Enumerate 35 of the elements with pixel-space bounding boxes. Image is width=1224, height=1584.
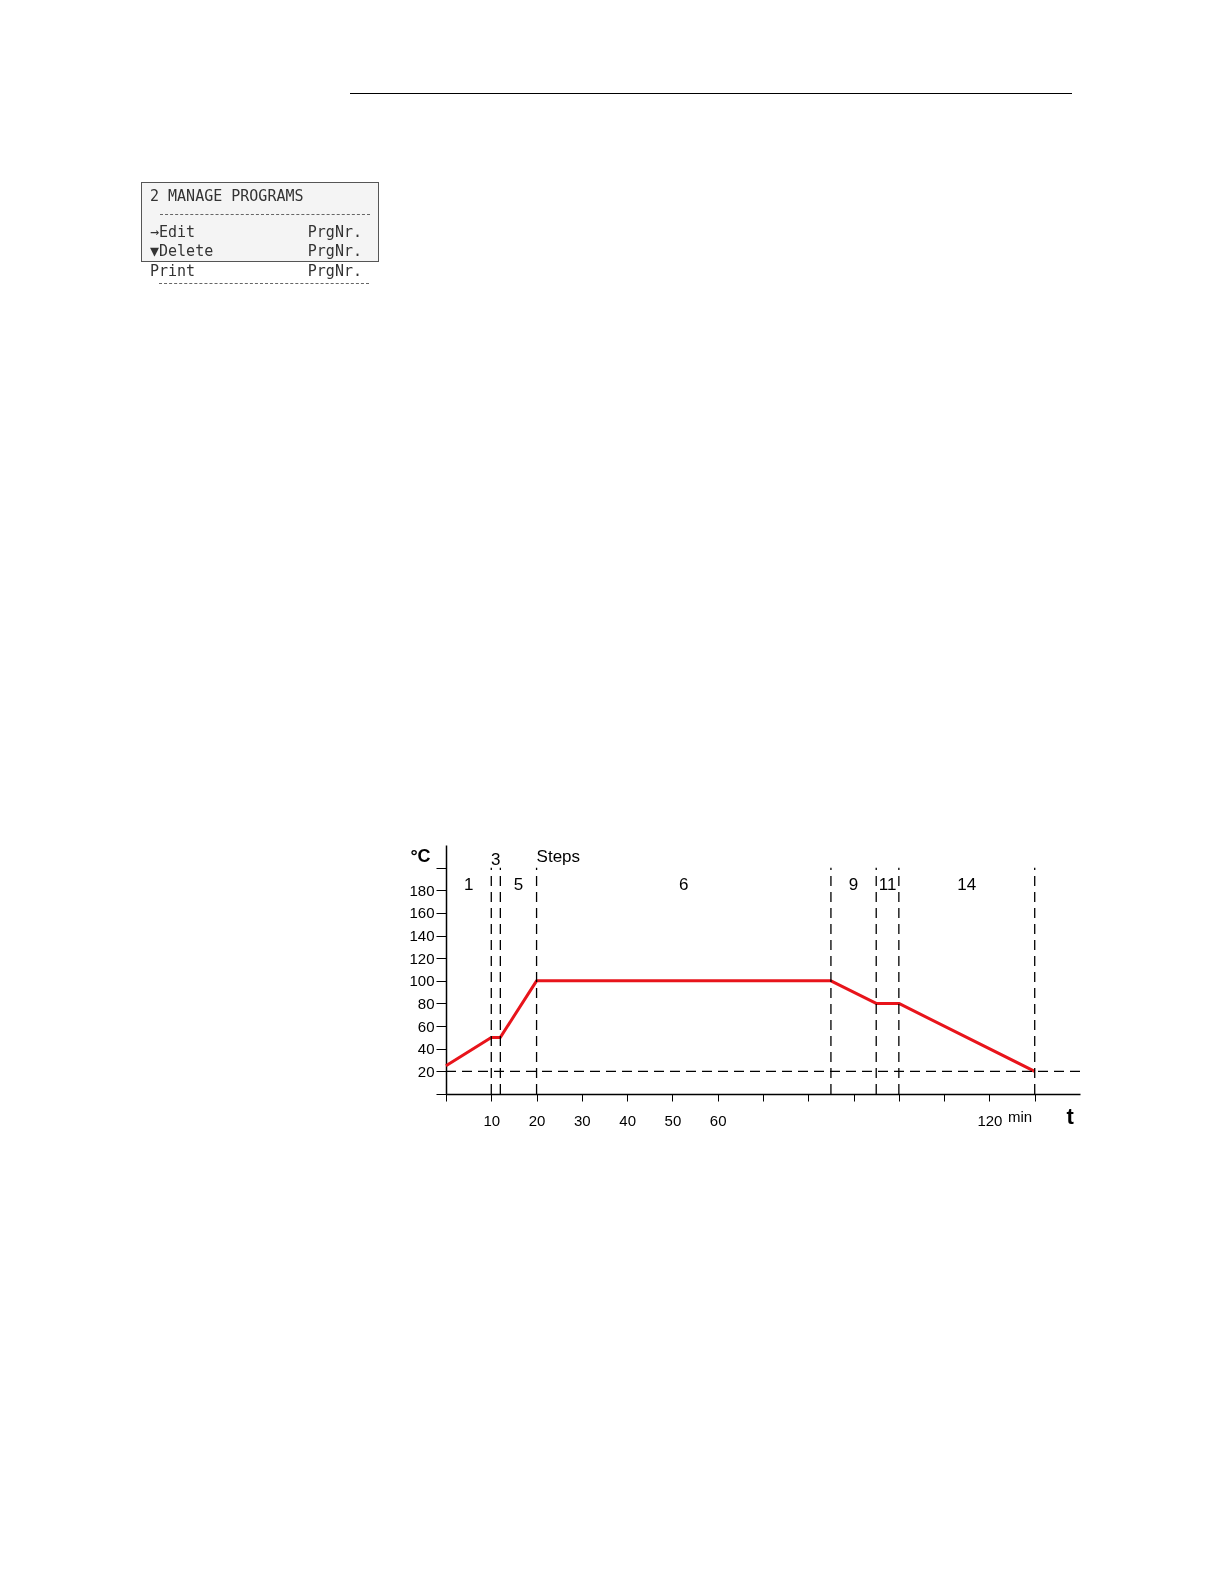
x-tick-label: 20 (528, 1111, 546, 1129)
y-tick-label: 140 (409, 927, 435, 945)
x-tick-label: 120 (977, 1111, 1003, 1129)
text: →Edit (150, 223, 196, 242)
x-tick-label: 10 (483, 1111, 501, 1129)
annotation: 5 (513, 875, 524, 894)
text: min (1008, 1108, 1033, 1125)
y-tick-label: 120 (409, 949, 435, 967)
text: ▼Delete (150, 242, 214, 261)
line-series (444, 979, 1037, 1073)
x-tick-label: 30 (574, 1111, 591, 1129)
x-tick-label: 60 (709, 1111, 727, 1129)
y-tick-label: 100 (409, 972, 435, 990)
x-tick-label: 50 (664, 1111, 682, 1129)
text: 2 MANAGE PROGRAMS (149, 187, 305, 206)
text: PrgNr. (307, 262, 362, 281)
y-tick-label: 40 (417, 1040, 435, 1058)
text: Print (150, 262, 196, 281)
y-tick-label: 160 (409, 904, 435, 922)
text: PrgNr. (307, 223, 362, 242)
y-tick-label: 20 (417, 1062, 435, 1080)
annotation: 9 (848, 875, 859, 894)
annotation: 6 (679, 875, 689, 894)
annotation: 3 (491, 850, 501, 869)
annotation: 14 (957, 875, 977, 894)
y-tick-label: 60 (417, 1017, 435, 1035)
annotation: Steps (536, 847, 581, 866)
x-axis-title: t (1066, 1103, 1075, 1129)
annotation: 1 (463, 875, 474, 894)
annotation: 11 (878, 875, 897, 894)
x-tick-label: 40 (619, 1111, 636, 1129)
y-tick-label: 80 (417, 994, 435, 1012)
y-axis-title: °C (410, 845, 431, 866)
text: PrgNr. (307, 242, 362, 261)
y-tick-label: 180 (409, 881, 435, 899)
